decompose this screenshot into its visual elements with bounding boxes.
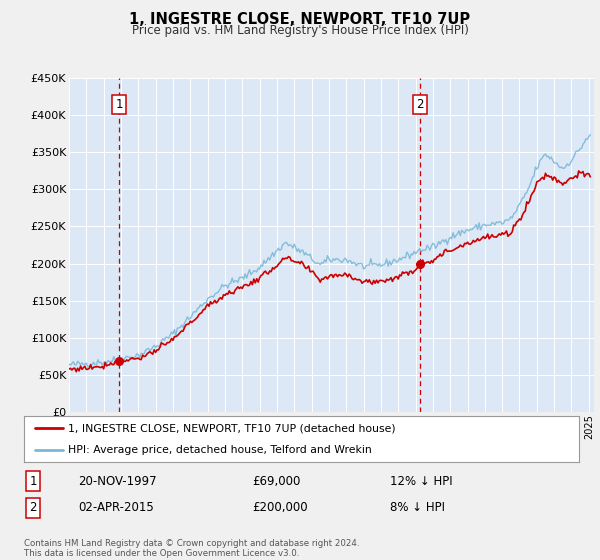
Text: £69,000: £69,000 (252, 474, 301, 488)
Text: 1, INGESTRE CLOSE, NEWPORT, TF10 7UP: 1, INGESTRE CLOSE, NEWPORT, TF10 7UP (130, 12, 470, 27)
Text: £200,000: £200,000 (252, 501, 308, 515)
Text: 1: 1 (29, 474, 37, 488)
Text: 1, INGESTRE CLOSE, NEWPORT, TF10 7UP (detached house): 1, INGESTRE CLOSE, NEWPORT, TF10 7UP (de… (68, 424, 396, 434)
Text: 02-APR-2015: 02-APR-2015 (78, 501, 154, 515)
Text: 1: 1 (115, 98, 123, 111)
Text: 20-NOV-1997: 20-NOV-1997 (78, 474, 157, 488)
Text: 8% ↓ HPI: 8% ↓ HPI (390, 501, 445, 515)
Text: 12% ↓ HPI: 12% ↓ HPI (390, 474, 452, 488)
Text: HPI: Average price, detached house, Telford and Wrekin: HPI: Average price, detached house, Telf… (68, 445, 372, 455)
Text: 2: 2 (29, 501, 37, 515)
Text: This data is licensed under the Open Government Licence v3.0.: This data is licensed under the Open Gov… (24, 549, 299, 558)
Text: 2: 2 (416, 98, 424, 111)
Text: Price paid vs. HM Land Registry's House Price Index (HPI): Price paid vs. HM Land Registry's House … (131, 24, 469, 36)
Text: Contains HM Land Registry data © Crown copyright and database right 2024.: Contains HM Land Registry data © Crown c… (24, 539, 359, 548)
